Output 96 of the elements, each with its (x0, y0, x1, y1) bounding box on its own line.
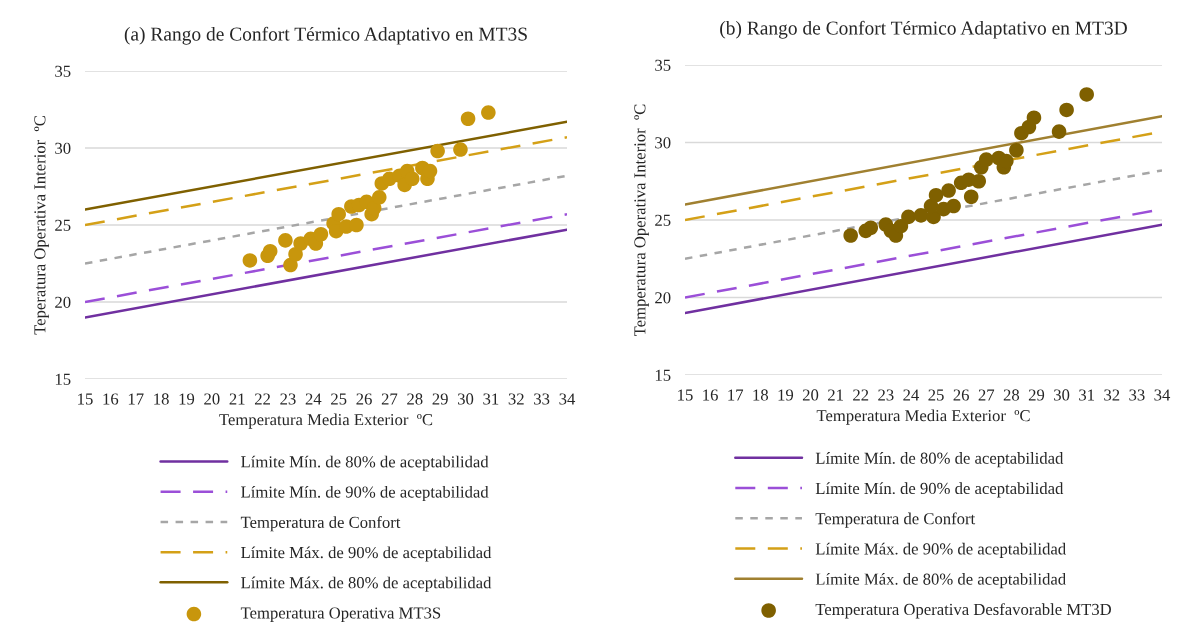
legend-label: Límite Máx. de 90% de aceptabilidad (815, 542, 1066, 558)
point (843, 228, 858, 243)
x-tick-label: 15 (78, 393, 93, 405)
x-tick-label: 16 (703, 389, 718, 401)
x-tick-label: 28 (1003, 389, 1020, 401)
y-tick-label: 20 (55, 296, 71, 308)
point (901, 209, 916, 225)
x-tick-label: 31 (1079, 389, 1095, 401)
point (941, 183, 956, 198)
y-tick-label: 30 (55, 142, 71, 154)
y-tick-label: 15 (55, 373, 71, 385)
x-tick-label: 33 (534, 393, 550, 405)
legend-label: Límite Mín. de 80% de aceptabilidad (241, 455, 489, 471)
x-tick-label: 17 (128, 393, 144, 405)
point (242, 253, 258, 268)
y-axis-title: Temperatura Operativa Interior ºC (634, 104, 649, 336)
x-tick-label: 24 (305, 393, 322, 405)
x-axis-title: Temperatura Media Exterior ºC (816, 409, 1030, 425)
y-tick-label: 15 (655, 369, 671, 381)
x-tick-label: 29 (432, 393, 448, 405)
y-tick-label: 25 (655, 214, 671, 226)
legend-label: Temperatura Operativa Desfavorable MT3D (815, 603, 1112, 619)
x-tick-label: 25 (928, 389, 944, 401)
x-tick-label: 20 (802, 389, 819, 401)
x-tick-label: 21 (828, 389, 843, 401)
y-tick-label: 20 (655, 292, 671, 304)
x-tick-label: 22 (254, 393, 270, 405)
x-tick-label: 22 (853, 389, 869, 401)
x-axis-title: Temperatura Media Exterior ºC (219, 413, 433, 429)
x-tick-label: 15 (678, 389, 693, 401)
x-tick-label: 26 (953, 389, 969, 401)
x-tick-label: 23 (878, 389, 894, 401)
point (1059, 102, 1074, 118)
chart-title: (b) Rango de Confort Térmico Adaptativo en MT3D (720, 20, 1127, 39)
point (460, 111, 476, 127)
x-tick-label: 32 (508, 393, 524, 405)
x-tick-label: 34 (559, 393, 576, 405)
y-tick-label: 35 (655, 59, 671, 71)
x-tick-label: 31 (483, 393, 499, 405)
point (404, 171, 420, 187)
x-tick-label: 24 (903, 389, 920, 401)
legend-label: Límite Mín. de 90% de aceptabilidad (241, 485, 489, 502)
point (331, 206, 346, 222)
y-tick-label: 35 (55, 65, 71, 77)
point (1079, 87, 1094, 102)
point (453, 142, 468, 157)
point (349, 217, 364, 233)
x-tick-label: 29 (1028, 389, 1045, 401)
legend-label: Límite Máx. de 80% de aceptabilidad (241, 576, 492, 592)
point (946, 198, 961, 214)
point (971, 173, 987, 189)
x-tick-label: 33 (1129, 389, 1145, 401)
x-tick-label: 27 (381, 393, 398, 405)
x-tick-label: 28 (407, 393, 423, 405)
legend-label: Límite Máx. de 90% de aceptabilidad (241, 546, 492, 562)
point (1051, 124, 1067, 139)
x-tick-label: 19 (778, 389, 794, 401)
point (481, 105, 496, 120)
x-tick-label: 16 (103, 393, 119, 405)
x-tick-label: 18 (753, 389, 769, 401)
point (978, 152, 994, 167)
x-tick-label: 19 (179, 393, 195, 405)
point (262, 243, 278, 259)
x-tick-label: 32 (1104, 389, 1120, 401)
chart-title: (a) Rango de Confort Térmico Adaptativo en MT3S (124, 26, 527, 45)
x-tick-label: 30 (1054, 389, 1070, 401)
legend-label: Límite Mín. de 90% de aceptabilidad (815, 482, 1064, 498)
legend-label: Temperatura Operativa MT3S (240, 607, 441, 622)
legend-label: Límite Mín. de 80% de aceptabilidad (815, 452, 1064, 468)
point (371, 190, 387, 205)
point (913, 208, 929, 223)
y-tick-label: 25 (55, 219, 71, 231)
point (1026, 110, 1042, 125)
x-tick-label: 21 (229, 393, 245, 405)
y-tick-label: 30 (655, 137, 671, 149)
legend-label: Límite Máx. de 80% de aceptabilidad (815, 573, 1066, 589)
point (313, 226, 329, 242)
x-tick-label: 27 (978, 389, 995, 401)
point (278, 233, 293, 248)
x-tick-label: 30 (457, 393, 474, 405)
legend-label: Temperatura de Confort (240, 516, 401, 532)
x-tick-label: 25 (331, 393, 347, 405)
point (283, 257, 298, 273)
x-tick-label: 26 (356, 393, 372, 405)
x-tick-label: 17 (728, 389, 744, 401)
x-tick-label: 20 (204, 393, 220, 405)
point (430, 143, 445, 159)
point (963, 189, 979, 205)
x-tick-label: 34 (1154, 389, 1171, 401)
x-tick-label: 23 (280, 393, 296, 405)
y-axis-title: Teperatura Operativa Interior ºC (34, 116, 49, 335)
point (863, 220, 879, 236)
point (1009, 142, 1024, 158)
point (928, 187, 944, 203)
x-tick-label: 18 (154, 393, 169, 405)
legend-label: Temperatura de Confort (815, 512, 976, 528)
